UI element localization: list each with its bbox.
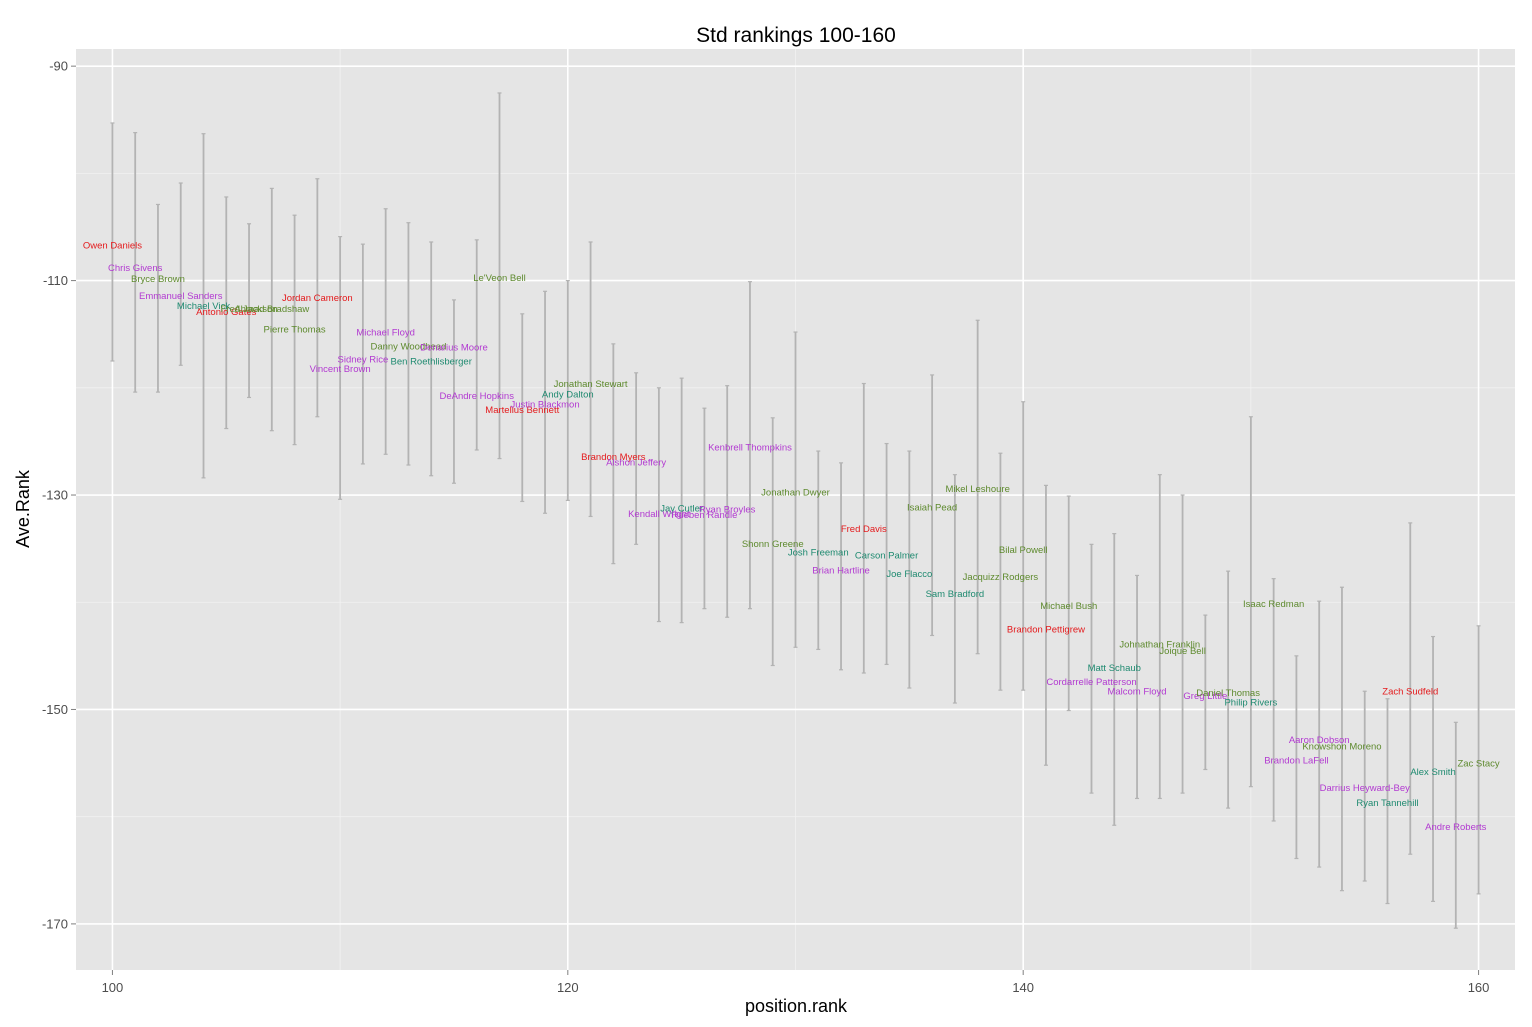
point-label: Cordarrelle Patterson: [1046, 677, 1136, 688]
point-label: Sam Bradford: [926, 589, 985, 600]
point-label: Darrius Heyward-Bey: [1320, 783, 1411, 794]
point-label: Jonathan Dwyer: [761, 487, 830, 498]
point-label: Rueben Randle: [671, 510, 737, 521]
point-label: Matt Schaub: [1088, 663, 1141, 674]
point-label: Martellus Bennett: [485, 405, 559, 416]
point-label: Antonio Gates: [196, 307, 256, 318]
point-label: Zac Stacy: [1457, 759, 1499, 770]
point-label: Knowshon Moreno: [1302, 741, 1381, 752]
point-label: Joique Bell: [1159, 646, 1205, 657]
point-label: Jonathan Stewart: [554, 379, 628, 390]
point-label: Zach Sudfeld: [1382, 687, 1438, 698]
point-label: Sidney Rice: [338, 354, 389, 365]
y-tick-label: -170: [42, 916, 68, 931]
point-label: Pierre Thomas: [264, 324, 326, 335]
point-label: Michael Vick: [177, 301, 230, 312]
point-label: Justin Blackmon: [510, 399, 579, 410]
point-label: Owen Daniels: [83, 241, 142, 252]
point-label: Bryce Brown: [131, 274, 185, 285]
point-label: Michael Bush: [1040, 601, 1097, 612]
point-label: Alex Smith: [1410, 767, 1455, 778]
point-label: Kendall Wright: [628, 509, 690, 520]
point-label: Carson Palmer: [855, 551, 918, 562]
point-label: Ahmad Bradshaw: [234, 304, 309, 315]
point-label: Brandon Pettigrew: [1007, 625, 1085, 636]
point-label: Bilal Powell: [999, 545, 1048, 556]
point-label: Vincent Brown: [310, 364, 371, 375]
point-label: Brian Hartline: [812, 566, 870, 577]
point-label: Ben Roethlisberger: [391, 357, 472, 368]
point-label: Andre Roberts: [1425, 822, 1487, 833]
chart-title: Std rankings 100-160: [696, 24, 896, 47]
point-label: Shonn Greene: [742, 539, 804, 550]
point-label: Emmanuel Sanders: [139, 291, 223, 302]
y-tick-label: -130: [42, 488, 68, 503]
point-label: Ryan Tannehill: [1356, 798, 1418, 809]
x-tick-label: 100: [102, 980, 124, 995]
point-label: Philip Rivers: [1224, 697, 1277, 708]
point-label: Alshon Jeffery: [606, 457, 666, 468]
x-tick-label: 160: [1468, 980, 1490, 995]
y-tick-label: -110: [43, 273, 68, 288]
y-tick-label: -90: [49, 59, 68, 74]
point-label: Jay Cutler: [660, 503, 703, 514]
point-label: Ryan Broyles: [699, 504, 756, 515]
point-label: Brandon Myers: [581, 452, 646, 463]
point-label: Fred Jackson: [221, 304, 278, 315]
point-label: Mikel Leshoure: [945, 484, 1009, 495]
point-label: Jordan Cameron: [282, 293, 353, 304]
x-axis-title: position.rank: [745, 996, 848, 1016]
point-label: Greg Little: [1183, 691, 1227, 702]
point-label: Josh Freeman: [788, 547, 849, 558]
point-label: Denarius Moore: [420, 343, 488, 354]
point-label: Jacquizz Rodgers: [963, 572, 1039, 583]
point-label: Joe Flacco: [886, 569, 932, 580]
x-tick-label: 120: [557, 980, 579, 995]
error-bars: [110, 92, 1481, 929]
point-label: Andy Dalton: [542, 390, 594, 401]
point-label: Danny Woodhead: [370, 341, 446, 352]
point-label: Isaiah Pead: [907, 502, 957, 513]
point-label: Chris Givens: [108, 263, 163, 274]
point-label: Michael Floyd: [356, 328, 415, 339]
point-label: Johnathan Franklin: [1119, 640, 1200, 651]
point-label: DeAndre Hopkins: [439, 391, 514, 402]
point-label: Isaac Redman: [1243, 599, 1304, 610]
point-label: Fred Davis: [841, 524, 887, 535]
point-label: Malcom Floyd: [1107, 687, 1166, 698]
point-label: Brandon LaFell: [1264, 755, 1328, 766]
point-label: Le'Veon Bell: [473, 273, 526, 284]
y-axis-title: Ave.Rank: [13, 469, 33, 548]
x-tick-label: 140: [1012, 980, 1034, 995]
axis-ticks: 100 120 140 160 -90 -110 -130 -150 -170: [42, 59, 1489, 995]
point-label: Kenbrell Thompkins: [708, 442, 792, 453]
point-label: Daniel Thomas: [1196, 688, 1260, 699]
point-label: Aaron Dobson: [1289, 735, 1350, 746]
y-tick-label: -150: [42, 702, 68, 717]
